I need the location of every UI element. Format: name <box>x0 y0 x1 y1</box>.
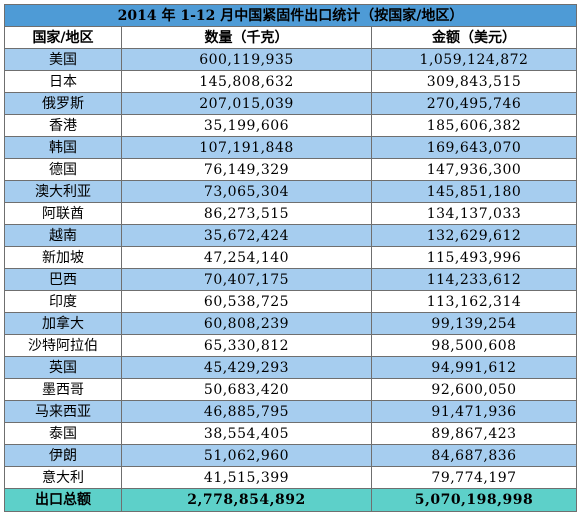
table-row: 美国 600,119,935 1,059,124,872 <box>4 48 577 71</box>
cell-country: 越南 <box>4 224 122 247</box>
cell-amount: 94,991,612 <box>371 356 577 379</box>
cell-amount: 270,495,746 <box>371 92 577 115</box>
cell-quantity: 73,065,304 <box>121 180 372 203</box>
cell-amount: 145,851,180 <box>371 180 577 203</box>
cell-country: 巴西 <box>4 268 122 291</box>
cell-quantity: 70,407,175 <box>121 268 372 291</box>
cell-quantity: 45,429,293 <box>121 356 372 379</box>
cell-country: 泰国 <box>4 422 122 445</box>
cell-country: 意大利 <box>4 466 122 489</box>
cell-amount: 309,843,515 <box>371 70 577 93</box>
cell-amount: 115,493,996 <box>371 246 577 269</box>
table-row: 伊朗 51,062,960 84,687,836 <box>4 444 577 467</box>
table-row: 新加坡 47,254,140 115,493,996 <box>4 246 577 269</box>
table-row: 香港 35,199,606 185,606,382 <box>4 114 577 137</box>
cell-country: 香港 <box>4 114 122 137</box>
table-row: 意大利 41,515,399 79,774,197 <box>4 466 577 489</box>
cell-amount: 114,233,612 <box>371 268 577 291</box>
cell-amount: 169,643,070 <box>371 136 577 159</box>
cell-quantity: 41,515,399 <box>121 466 372 489</box>
export-stats-table: 2014 年 1-12 月中国紧固件出口统计（按国家/地区） 国家/地区 数量（… <box>4 4 577 512</box>
cell-amount: 91,471,936 <box>371 400 577 423</box>
export-stats-table-container: 2014 年 1-12 月中国紧固件出口统计（按国家/地区） 国家/地区 数量（… <box>4 4 577 512</box>
cell-amount: 134,137,033 <box>371 202 577 225</box>
cell-amount: 89,867,423 <box>371 422 577 445</box>
cell-amount: 84,687,836 <box>371 444 577 467</box>
cell-quantity: 65,330,812 <box>121 334 372 357</box>
cell-quantity: 76,149,329 <box>121 158 372 181</box>
table-header-row: 国家/地区 数量（千克） 金额（美元） <box>4 26 577 49</box>
table-row: 巴西 70,407,175 114,233,612 <box>4 268 577 291</box>
total-label: 出口总额 <box>4 488 122 512</box>
table-row: 澳大利亚 73,065,304 145,851,180 <box>4 180 577 203</box>
table-row: 印度 60,538,725 113,162,314 <box>4 290 577 313</box>
cell-quantity: 145,808,632 <box>121 70 372 93</box>
table-row: 泰国 38,554,405 89,867,423 <box>4 422 577 445</box>
cell-country: 德国 <box>4 158 122 181</box>
cell-amount: 98,500,608 <box>371 334 577 357</box>
cell-quantity: 47,254,140 <box>121 246 372 269</box>
cell-quantity: 600,119,935 <box>121 48 372 71</box>
total-quantity: 2,778,854,892 <box>121 488 372 512</box>
cell-country: 伊朗 <box>4 444 122 467</box>
table-row: 马来西亚 46,885,795 91,471,936 <box>4 400 577 423</box>
cell-quantity: 60,808,239 <box>121 312 372 335</box>
cell-country: 沙特阿拉伯 <box>4 334 122 357</box>
table-row: 阿联酋 86,273,515 134,137,033 <box>4 202 577 225</box>
cell-country: 印度 <box>4 290 122 313</box>
cell-quantity: 38,554,405 <box>121 422 372 445</box>
cell-country: 墨西哥 <box>4 378 122 401</box>
cell-country: 新加坡 <box>4 246 122 269</box>
cell-quantity: 35,199,606 <box>121 114 372 137</box>
cell-amount: 79,774,197 <box>371 466 577 489</box>
table-row: 越南 35,672,424 132,629,612 <box>4 224 577 247</box>
cell-amount: 132,629,612 <box>371 224 577 247</box>
table-row: 德国 76,149,329 147,936,300 <box>4 158 577 181</box>
cell-amount: 99,139,254 <box>371 312 577 335</box>
cell-country: 马来西亚 <box>4 400 122 423</box>
cell-amount: 185,606,382 <box>371 114 577 137</box>
cell-country: 美国 <box>4 48 122 71</box>
cell-amount: 113,162,314 <box>371 290 577 313</box>
cell-quantity: 51,062,960 <box>121 444 372 467</box>
cell-quantity: 207,015,039 <box>121 92 372 115</box>
cell-quantity: 46,885,795 <box>121 400 372 423</box>
cell-quantity: 107,191,848 <box>121 136 372 159</box>
table-row: 韩国 107,191,848 169,643,070 <box>4 136 577 159</box>
cell-country: 英国 <box>4 356 122 379</box>
table-row: 英国 45,429,293 94,991,612 <box>4 356 577 379</box>
cell-quantity: 86,273,515 <box>121 202 372 225</box>
total-row: 出口总额 2,778,854,892 5,070,198,998 <box>4 488 577 512</box>
table-row: 俄罗斯 207,015,039 270,495,746 <box>4 92 577 115</box>
cell-amount: 92,600,050 <box>371 378 577 401</box>
cell-country: 澳大利亚 <box>4 180 122 203</box>
cell-country: 日本 <box>4 70 122 93</box>
cell-country: 韩国 <box>4 136 122 159</box>
total-amount: 5,070,198,998 <box>371 488 577 512</box>
cell-country: 阿联酋 <box>4 202 122 225</box>
table-title-row: 2014 年 1-12 月中国紧固件出口统计（按国家/地区） <box>4 4 577 27</box>
table-title: 2014 年 1-12 月中国紧固件出口统计（按国家/地区） <box>4 4 577 27</box>
cell-country: 加拿大 <box>4 312 122 335</box>
cell-amount: 1,059,124,872 <box>371 48 577 71</box>
header-amount: 金额（美元） <box>371 26 577 49</box>
cell-country: 俄罗斯 <box>4 92 122 115</box>
cell-amount: 147,936,300 <box>371 158 577 181</box>
table-row: 加拿大 60,808,239 99,139,254 <box>4 312 577 335</box>
cell-quantity: 35,672,424 <box>121 224 372 247</box>
table-row: 日本 145,808,632 309,843,515 <box>4 70 577 93</box>
table-row: 沙特阿拉伯 65,330,812 98,500,608 <box>4 334 577 357</box>
header-country: 国家/地区 <box>4 26 122 49</box>
cell-quantity: 60,538,725 <box>121 290 372 313</box>
table-row: 墨西哥 50,683,420 92,600,050 <box>4 378 577 401</box>
header-quantity: 数量（千克） <box>121 26 372 49</box>
cell-quantity: 50,683,420 <box>121 378 372 401</box>
